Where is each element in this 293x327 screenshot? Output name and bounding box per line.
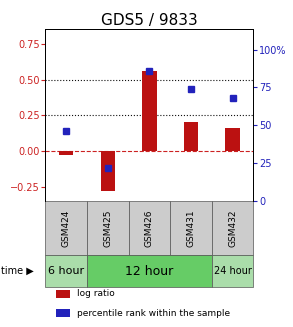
Bar — [100, 151, 115, 191]
Text: time ▶: time ▶ — [1, 266, 34, 276]
Text: 6 hour: 6 hour — [48, 266, 84, 276]
Text: GSM426: GSM426 — [145, 209, 154, 247]
Bar — [59, 151, 74, 155]
Bar — [129, 201, 170, 255]
Bar — [45, 255, 87, 287]
Text: GSM424: GSM424 — [62, 209, 71, 247]
Bar — [87, 255, 212, 287]
Bar — [56, 309, 70, 317]
Bar — [212, 201, 253, 255]
Bar — [225, 128, 240, 151]
Bar — [212, 255, 253, 287]
Text: GSM425: GSM425 — [103, 209, 112, 247]
Text: 24 hour: 24 hour — [214, 266, 252, 276]
Text: GSM431: GSM431 — [187, 209, 195, 247]
Text: percentile rank within the sample: percentile rank within the sample — [77, 309, 230, 318]
Bar — [184, 122, 198, 151]
Bar — [56, 290, 70, 298]
Bar — [45, 201, 87, 255]
Bar — [87, 201, 129, 255]
Text: GSM432: GSM432 — [228, 209, 237, 247]
Bar — [142, 71, 157, 151]
Text: 12 hour: 12 hour — [125, 265, 173, 278]
Text: log ratio: log ratio — [77, 289, 114, 299]
Title: GDS5 / 9833: GDS5 / 9833 — [101, 13, 198, 28]
Bar — [170, 201, 212, 255]
